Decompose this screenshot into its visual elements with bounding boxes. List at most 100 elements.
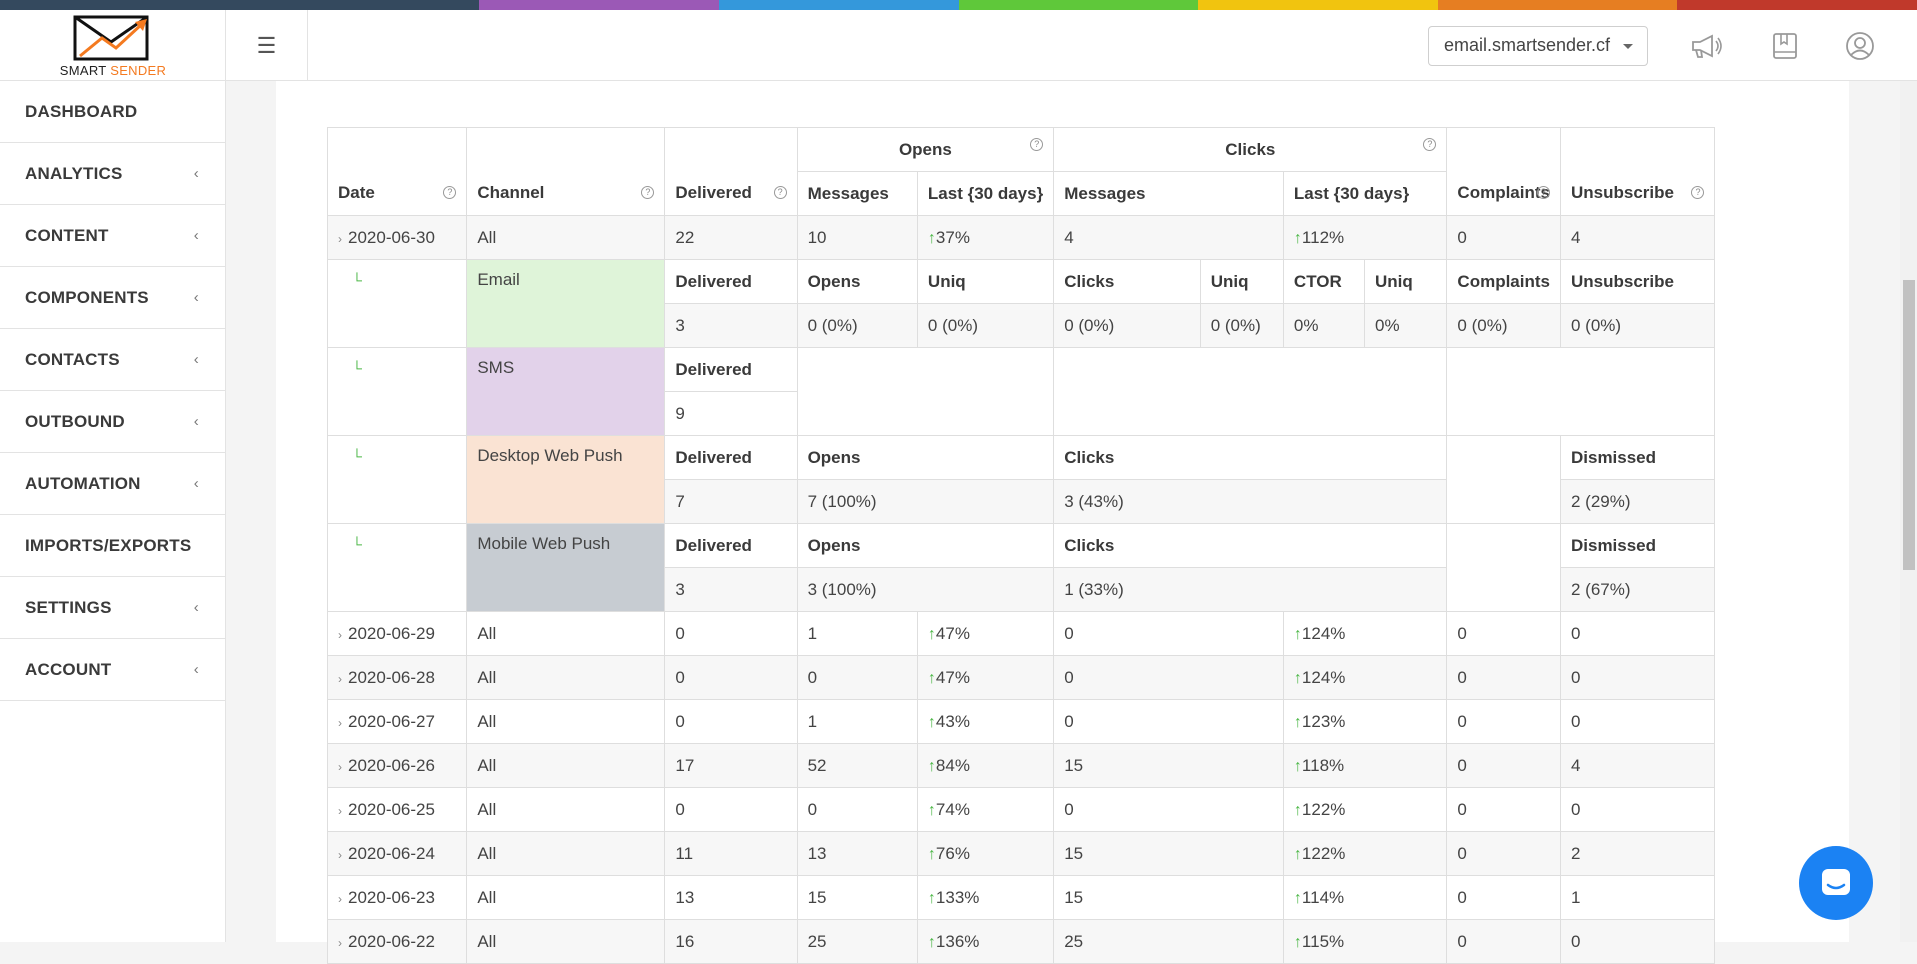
megaphone-icon[interactable] (1690, 30, 1724, 62)
opens-last-cell: ↑37% (916, 215, 1055, 260)
email-clicks-uniq-label: Uniq (1199, 259, 1284, 304)
clicks-last-cell: ↑112% (1282, 215, 1448, 260)
empty-cell (1446, 523, 1561, 612)
channel-cell: All (466, 831, 666, 876)
mobile-delivered-value: 3 (664, 567, 798, 612)
envelope-logo-icon (73, 15, 149, 61)
table-row[interactable]: › 2020-06-28 All 0 0 ↑47% 0 ↑124% 0 0 (326, 655, 1849, 700)
empty-cell (1053, 347, 1448, 436)
date-cell[interactable]: › 2020-06-28 (326, 655, 468, 700)
date-cell[interactable]: › 2020-06-26 (326, 743, 468, 788)
email-clicks-uniq-value: 0 (0%) (1199, 303, 1284, 348)
channel-sms: SMS (466, 347, 666, 436)
sidebar-item-dashboard[interactable]: DASHBOARD (0, 81, 225, 143)
date-cell[interactable]: › 2020-06-23 (326, 875, 468, 920)
delivered-cell: 0 (664, 787, 798, 832)
chevron-left-icon: ‹ (193, 351, 199, 368)
sidebar-item-contacts[interactable]: CONTACTS ‹ (0, 329, 225, 391)
opens-last-cell: ↑133% (916, 875, 1055, 920)
email-channel-values-row: 3 0 (0%) 0 (0%) 0 (0%) 0 (0%) 0% 0% 0 (0… (328, 303, 1849, 348)
opens-last-cell: ↑47% (916, 655, 1055, 700)
help-icon[interactable]: ? (1536, 186, 1550, 199)
sub-row-marker: └ (326, 347, 468, 436)
mobile-dismissed-label: Dismissed (1559, 523, 1716, 568)
help-icon[interactable]: ? (1423, 138, 1437, 151)
date-cell[interactable]: › 2020-06-24 (326, 831, 468, 876)
unsubscribe-cell: 2 (1559, 831, 1716, 876)
complaints-cell: 0 (1446, 787, 1561, 832)
opens-messages-cell: 1 (796, 611, 918, 656)
help-icon[interactable]: ? (641, 186, 655, 199)
top-header: SMART SENDER ☰ email.smartsender.cf (0, 10, 1917, 81)
table-row[interactable]: › 2020-06-25 All 0 0 ↑74% 0 ↑122% 0 0 (326, 787, 1849, 832)
sms-channel-values-row: 9 (328, 391, 1849, 436)
chevron-right-icon[interactable]: › (338, 759, 342, 774)
mobile-dismissed-value: 2 (67%) (1559, 567, 1716, 612)
empty-cell (1446, 347, 1716, 436)
sub-row-marker: └ (326, 523, 468, 612)
opens-messages-cell: 13 (796, 831, 918, 876)
delivered-cell: 0 (664, 655, 798, 700)
date-cell[interactable]: › 2020-06-30 (326, 215, 468, 260)
help-icon[interactable]: ? (443, 186, 457, 199)
channel-cell: All (466, 875, 666, 920)
sidebar-item-components[interactable]: COMPONENTS ‹ (0, 267, 225, 329)
email-opens-uniq-value: 0 (0%) (916, 303, 1055, 348)
sidebar-item-account[interactable]: ACCOUNT ‹ (0, 639, 225, 701)
chevron-left-icon: ‹ (193, 599, 199, 616)
table-row[interactable]: › 2020-06-26 All 17 52 ↑84% 15 ↑118% 0 4 (326, 743, 1849, 788)
book-icon[interactable] (1768, 30, 1802, 62)
sidebar-item-settings[interactable]: SETTINGS ‹ (0, 577, 225, 639)
sidebar-item-analytics[interactable]: ANALYTICS ‹ (0, 143, 225, 205)
logo[interactable]: SMART SENDER (0, 10, 226, 81)
chat-button[interactable] (1799, 846, 1873, 920)
date-cell[interactable]: › 2020-06-29 (326, 611, 468, 656)
unsubscribe-cell: 4 (1559, 743, 1716, 788)
chevron-left-icon: ‹ (193, 289, 199, 306)
user-icon[interactable] (1843, 30, 1877, 62)
sidebar-item-content[interactable]: CONTENT ‹ (0, 205, 225, 267)
table-row[interactable]: › 2020-06-30 All 22 10 ↑37% 4 ↑112% 0 4 (326, 215, 1849, 260)
arrow-up-icon: ↑ (1293, 889, 1302, 907)
desktop-dismissed-value: 2 (29%) (1559, 479, 1716, 524)
help-icon[interactable]: ? (773, 186, 787, 199)
menu-toggle-button[interactable]: ☰ (226, 10, 308, 81)
table-row[interactable]: › 2020-06-29 All 0 1 ↑47% 0 ↑124% 0 0 (326, 611, 1849, 656)
email-ctor-value: 0% (1282, 303, 1366, 348)
clicks-messages-cell: 15 (1053, 831, 1284, 876)
table-row[interactable]: › 2020-06-27 All 0 1 ↑43% 0 ↑123% 0 0 (326, 699, 1849, 744)
clicks-last-cell: ↑123% (1282, 699, 1448, 744)
sidebar-item-label: COMPONENTS (25, 287, 149, 307)
complaints-cell: 0 (1446, 215, 1561, 260)
arrow-up-icon: ↑ (1293, 757, 1302, 775)
opens-messages-cell: 0 (796, 655, 918, 700)
channel-cell: All (466, 611, 666, 656)
sidebar-item-label: DASHBOARD (25, 101, 138, 121)
arrow-up-icon: ↑ (927, 625, 936, 643)
sidebar-item-automation[interactable]: AUTOMATION ‹ (0, 453, 225, 515)
chevron-right-icon[interactable]: › (338, 671, 342, 686)
domain-select[interactable]: email.smartsender.cf (1428, 26, 1648, 66)
desktop-opens-label: Opens (796, 435, 1055, 480)
table-row[interactable]: › 2020-06-23 All 13 15 ↑133% 15 ↑114% 0 1 (326, 875, 1849, 920)
chevron-right-icon[interactable]: › (338, 627, 342, 642)
date-cell[interactable]: › 2020-06-25 (326, 787, 468, 832)
chevron-right-icon[interactable]: › (338, 715, 342, 730)
date-cell[interactable]: › 2020-06-27 (326, 699, 468, 744)
chevron-right-icon[interactable]: › (338, 803, 342, 818)
chevron-right-icon[interactable]: › (338, 847, 342, 862)
arrow-up-icon: ↑ (1293, 713, 1302, 731)
table-row[interactable]: › 2020-06-24 All 11 13 ↑76% 15 ↑122% 0 2 (326, 831, 1849, 876)
help-icon[interactable]: ? (1030, 138, 1044, 151)
chevron-right-icon[interactable]: › (338, 935, 342, 950)
sidebar-item-outbound[interactable]: OUTBOUND ‹ (0, 391, 225, 453)
sidebar-item-imports-exports[interactable]: IMPORTS/EXPORTS (0, 515, 225, 577)
email-ctor-uniq-value: 0% (1364, 303, 1448, 348)
chevron-right-icon[interactable]: › (338, 891, 342, 906)
help-icon[interactable]: ? (1691, 186, 1705, 199)
scrollbar-thumb[interactable] (1903, 280, 1915, 570)
desktop-push-header-row: └ Desktop Web Push Delivered Opens Click… (326, 435, 1849, 524)
unsubscribe-cell: 0 (1559, 699, 1716, 744)
chevron-right-icon[interactable]: › (338, 231, 342, 246)
delivered-cell: 17 (664, 743, 798, 788)
